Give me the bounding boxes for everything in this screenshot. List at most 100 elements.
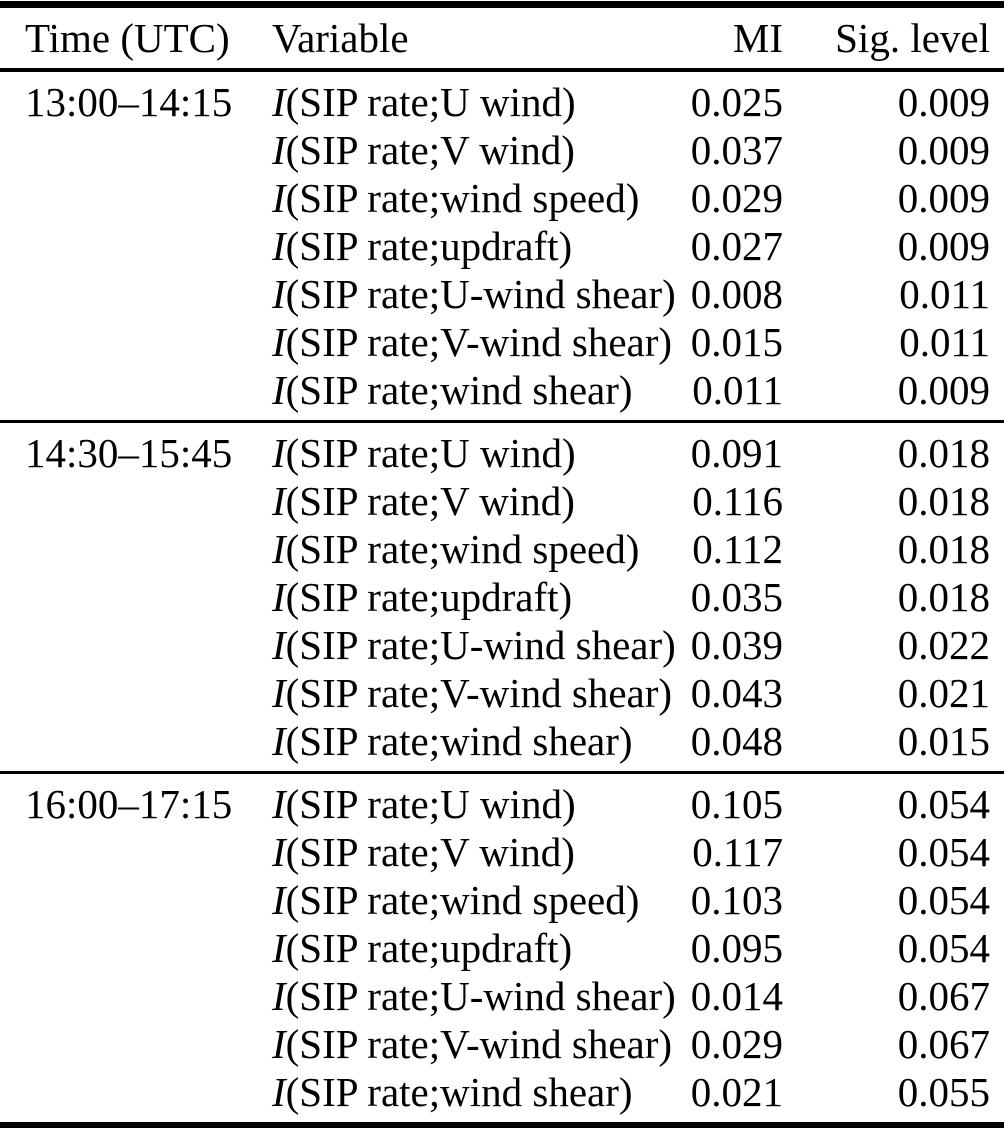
time-cell	[25, 924, 272, 972]
mi-function-symbol: I	[272, 367, 286, 413]
mi-function-symbol: I	[272, 430, 286, 476]
mi-function-args: (SIP rate;wind speed)	[285, 526, 640, 572]
mi-value: 0.091	[690, 430, 783, 476]
mi-function-symbol: I	[272, 877, 286, 923]
table-row: I(SIP rate;V wind) 0.037 0.009	[0, 126, 1004, 174]
time-cell	[25, 525, 272, 573]
sig-level-value: 0.067	[897, 1021, 990, 1067]
sig-level-value: 0.018	[897, 526, 990, 572]
time-cell	[25, 972, 272, 1020]
sig-level-value: 0.009	[897, 223, 990, 269]
sig-level-value: 0.015	[897, 718, 990, 764]
variable-cell: I(SIP rate;U wind)	[272, 429, 633, 477]
mi-function-args: (SIP rate;wind shear)	[285, 1069, 633, 1115]
mi-value: 0.011	[692, 367, 783, 413]
sig-level-value: 0.067	[897, 973, 990, 1019]
table-row: I(SIP rate;wind shear) 0.021 0.055	[0, 1068, 1004, 1116]
table-row: I(SIP rate;wind speed) 0.112 0.018	[0, 525, 1004, 573]
table-row: I(SIP rate;updraft) 0.095 0.054	[0, 924, 1004, 972]
time-cell	[25, 1068, 272, 1116]
variable-cell: I(SIP rate;wind shear)	[272, 366, 633, 414]
mi-function-args: (SIP rate;updraft)	[285, 223, 573, 269]
mi-value: 0.035	[690, 574, 783, 620]
mi-function-args: (SIP rate;U-wind shear)	[285, 622, 676, 668]
mi-function-symbol: I	[272, 781, 286, 827]
table-row: I(SIP rate;V wind) 0.116 0.018	[0, 477, 1004, 525]
time-cell	[25, 270, 272, 318]
mi-function-symbol: I	[272, 925, 286, 971]
time-cell	[25, 876, 272, 924]
mi-value: 0.014	[690, 973, 783, 1019]
variable-cell: I(SIP rate;U-wind shear)	[272, 270, 676, 318]
table-row: I(SIP rate;V-wind shear) 0.043 0.021	[0, 669, 1004, 717]
mi-value: 0.048	[690, 718, 783, 764]
table-row: I(SIP rate;updraft) 0.027 0.009	[0, 222, 1004, 270]
mi-function-symbol: I	[272, 1021, 286, 1067]
variable-cell: I(SIP rate;wind speed)	[272, 876, 639, 924]
header-variable: Variable	[272, 15, 409, 61]
header-bottom-rule	[0, 68, 1004, 72]
sig-level-value: 0.011	[899, 319, 990, 365]
mi-function-args: (SIP rate;updraft)	[285, 574, 573, 620]
time-cell	[25, 174, 272, 222]
mi-value: 0.021	[690, 1069, 783, 1115]
mi-function-args: (SIP rate;U wind)	[285, 781, 576, 827]
table-top-rule	[0, 1, 1004, 8]
group-separator-rule	[0, 771, 1004, 774]
sig-level-value: 0.022	[897, 622, 990, 668]
table-bottom-rule	[0, 1122, 1004, 1128]
sig-level-value: 0.054	[897, 781, 990, 827]
mi-function-args: (SIP rate;V-wind shear)	[285, 670, 673, 716]
table-header-row: Time (UTC) Variable MI Sig. level	[0, 8, 1004, 68]
mi-value: 0.008	[690, 271, 783, 317]
mi-function-symbol: I	[272, 271, 286, 317]
mi-value: 0.043	[690, 670, 783, 716]
mi-value: 0.025	[690, 79, 783, 125]
sig-level-value: 0.009	[897, 367, 990, 413]
table-row: I(SIP rate;wind speed) 0.029 0.009	[0, 174, 1004, 222]
table-row: I(SIP rate;U-wind shear) 0.039 0.022	[0, 621, 1004, 669]
header-time: Time (UTC)	[25, 15, 230, 61]
sig-level-value: 0.055	[897, 1069, 990, 1115]
variable-cell: I(SIP rate;U wind)	[272, 78, 633, 126]
mi-value: 0.029	[690, 175, 783, 221]
time-cell	[25, 717, 272, 765]
time-cell	[25, 318, 272, 366]
mi-function-symbol: I	[272, 127, 286, 173]
sig-level-value: 0.018	[897, 574, 990, 620]
mi-function-symbol: I	[272, 478, 286, 524]
time-period-group: 13:00–14:15 I(SIP rate;U wind) 0.025 0.009 I…	[0, 72, 1004, 420]
mi-function-symbol: I	[272, 622, 286, 668]
mi-value: 0.095	[690, 925, 783, 971]
mi-function-symbol: I	[272, 223, 286, 269]
mi-function-symbol: I	[272, 1069, 286, 1115]
variable-cell: I(SIP rate;wind speed)	[272, 525, 639, 573]
time-cell	[25, 828, 272, 876]
mi-function-args: (SIP rate;wind speed)	[285, 175, 640, 221]
mi-function-symbol: I	[272, 526, 286, 572]
table-row: I(SIP rate;wind shear) 0.048 0.015	[0, 717, 1004, 765]
time-cell	[25, 126, 272, 174]
mi-function-args: (SIP rate;U wind)	[285, 79, 576, 125]
sig-level-value: 0.009	[897, 79, 990, 125]
sig-level-value: 0.018	[897, 430, 990, 476]
mi-function-symbol: I	[272, 175, 286, 221]
mi-function-args: (SIP rate;V wind)	[285, 829, 575, 875]
table-row: I(SIP rate;V-wind shear) 0.029 0.067	[0, 1020, 1004, 1068]
mi-value: 0.112	[692, 526, 783, 572]
variable-cell: I(SIP rate;V wind)	[272, 828, 633, 876]
variable-cell: I(SIP rate;updraft)	[272, 924, 633, 972]
time-cell	[25, 477, 272, 525]
mi-function-symbol: I	[272, 718, 286, 764]
variable-cell: I(SIP rate;wind shear)	[272, 1068, 633, 1116]
table-row: I(SIP rate;U-wind shear) 0.014 0.067	[0, 972, 1004, 1020]
sig-level-value: 0.054	[897, 925, 990, 971]
time-cell: 14:30–15:45	[25, 430, 233, 476]
variable-cell: I(SIP rate;U wind)	[272, 780, 633, 828]
mi-function-args: (SIP rate;U-wind shear)	[285, 271, 676, 317]
mi-function-args: (SIP rate;wind speed)	[285, 877, 640, 923]
mi-function-args: (SIP rate;V wind)	[285, 478, 575, 524]
table-row: I(SIP rate;wind speed) 0.103 0.054	[0, 876, 1004, 924]
variable-cell: I(SIP rate;updraft)	[272, 222, 633, 270]
